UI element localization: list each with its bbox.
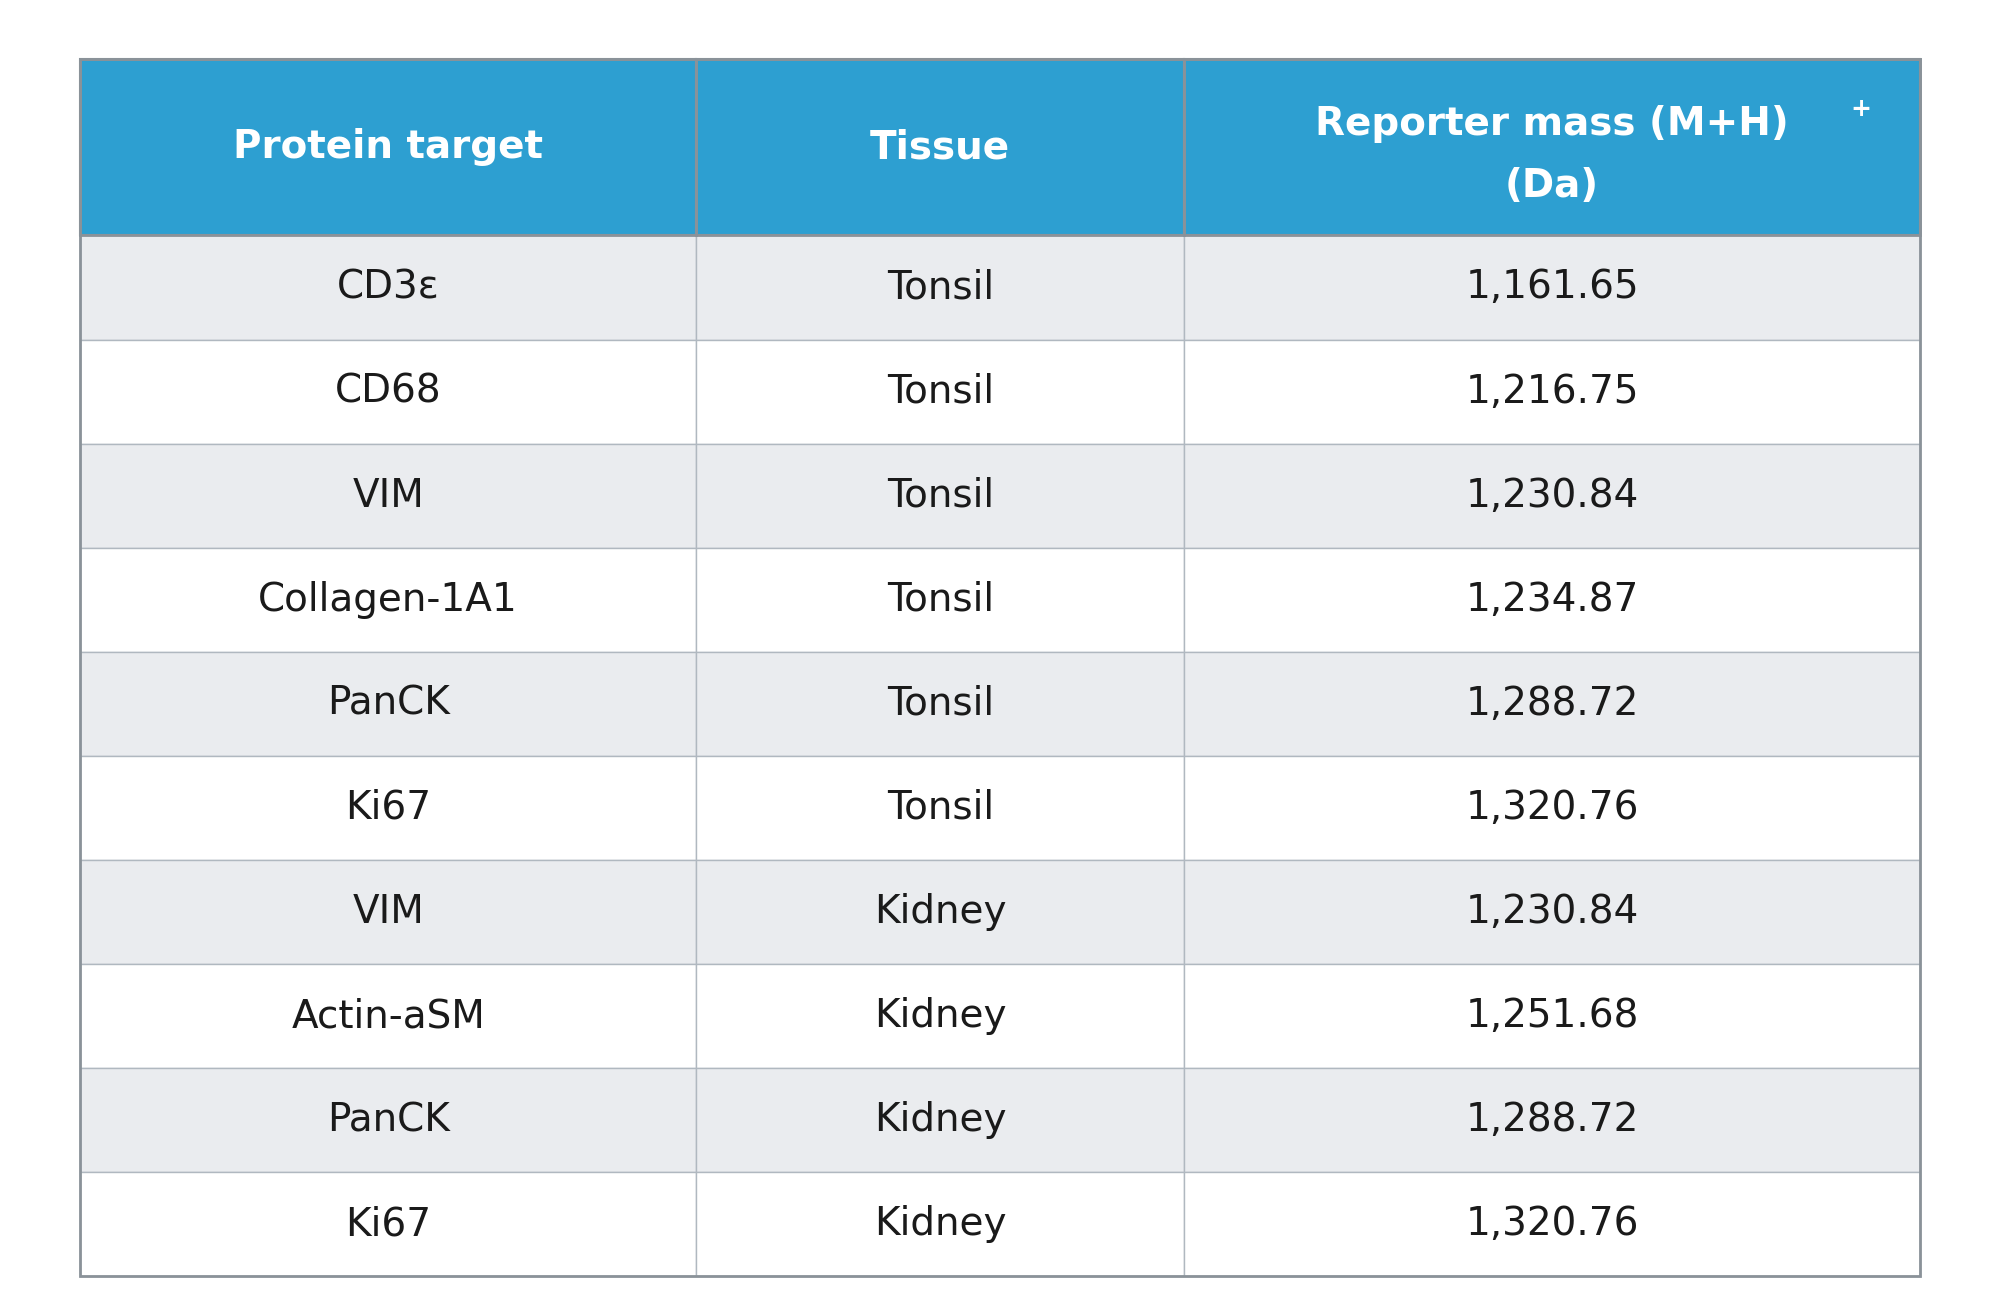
Bar (1184, 339, 1920, 444)
Bar (696, 547, 1184, 652)
Bar (1184, 59, 1920, 236)
Bar (80, 755, 696, 860)
Bar (1184, 652, 1920, 755)
Bar (80, 547, 696, 652)
Bar (80, 59, 696, 236)
Bar (696, 755, 1184, 860)
Text: Tonsil: Tonsil (886, 581, 994, 619)
Text: 1,216.75: 1,216.75 (1466, 373, 1638, 411)
Bar (1184, 547, 1920, 652)
Bar (696, 59, 1184, 236)
Bar (80, 652, 696, 755)
Text: Tonsil: Tonsil (886, 789, 994, 827)
Text: 1,234.87: 1,234.87 (1466, 581, 1638, 619)
Bar (1184, 1172, 1920, 1276)
Text: 1,320.76: 1,320.76 (1466, 789, 1638, 827)
Bar (80, 1068, 696, 1172)
Text: CD3ε: CD3ε (336, 268, 440, 306)
Bar (1184, 444, 1920, 547)
Text: 1,288.72: 1,288.72 (1466, 685, 1638, 723)
Bar (80, 444, 696, 547)
Bar (80, 860, 696, 963)
Text: Tissue: Tissue (870, 128, 1010, 166)
Text: Reporter mass (M+H): Reporter mass (M+H) (1316, 105, 1788, 143)
Bar (696, 339, 1184, 444)
Text: Ki67: Ki67 (346, 789, 432, 827)
Text: +: + (1850, 97, 1872, 122)
Bar (1184, 860, 1920, 963)
Text: 1,320.76: 1,320.76 (1466, 1206, 1638, 1244)
Bar (80, 339, 696, 444)
Bar (80, 59, 696, 236)
Text: (Da): (Da) (1504, 168, 1600, 206)
Bar (696, 1172, 1184, 1276)
Text: VIM: VIM (352, 476, 424, 514)
Bar (1184, 59, 1920, 236)
Text: 1,251.68: 1,251.68 (1466, 997, 1638, 1035)
Text: Tonsil: Tonsil (886, 476, 994, 514)
Text: Actin-aSM: Actin-aSM (292, 997, 486, 1035)
Text: 1,161.65: 1,161.65 (1466, 268, 1638, 306)
Bar (1184, 236, 1920, 339)
Text: Kidney: Kidney (874, 1101, 1006, 1139)
Text: Kidney: Kidney (874, 997, 1006, 1035)
Bar (80, 1172, 696, 1276)
Bar (696, 444, 1184, 547)
Text: Collagen-1A1: Collagen-1A1 (258, 581, 518, 619)
Bar (696, 59, 1184, 236)
Text: Tonsil: Tonsil (886, 268, 994, 306)
Text: Tonsil: Tonsil (886, 373, 994, 411)
Text: Protein target: Protein target (234, 128, 544, 166)
Text: Kidney: Kidney (874, 1206, 1006, 1244)
Text: Kidney: Kidney (874, 893, 1006, 931)
Bar (1184, 1068, 1920, 1172)
Text: CD68: CD68 (334, 373, 442, 411)
Text: PanCK: PanCK (326, 1101, 450, 1139)
Bar (696, 963, 1184, 1068)
Bar (696, 236, 1184, 339)
Text: 1,230.84: 1,230.84 (1466, 893, 1638, 931)
Text: VIM: VIM (352, 893, 424, 931)
Bar (1184, 963, 1920, 1068)
Bar (696, 860, 1184, 963)
Text: 1,230.84: 1,230.84 (1466, 476, 1638, 514)
Text: Ki67: Ki67 (346, 1206, 432, 1244)
Bar (696, 652, 1184, 755)
Bar (696, 1068, 1184, 1172)
Bar (80, 236, 696, 339)
Text: PanCK: PanCK (326, 685, 450, 723)
Text: 1,288.72: 1,288.72 (1466, 1101, 1638, 1139)
Bar (80, 963, 696, 1068)
Bar (1184, 755, 1920, 860)
Text: Tonsil: Tonsil (886, 685, 994, 723)
